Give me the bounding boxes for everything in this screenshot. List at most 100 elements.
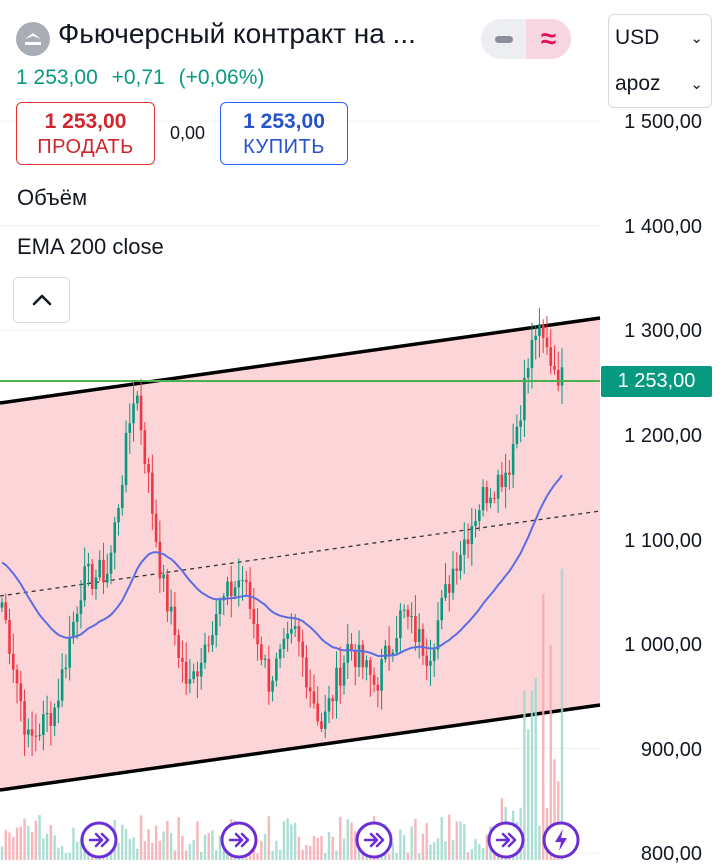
candle-body	[402, 609, 406, 611]
symbol-logo-icon	[16, 22, 50, 56]
volume-bar	[79, 838, 83, 860]
volume-bar	[139, 815, 143, 860]
candle-body	[124, 432, 128, 485]
volume-bar	[215, 850, 218, 860]
volume-bar	[297, 836, 301, 860]
volume-bar	[169, 832, 173, 860]
candle-body	[320, 721, 323, 729]
event-marker[interactable]	[355, 821, 393, 859]
volume-bar	[196, 821, 199, 860]
axis-label-1400: 1 400,00	[624, 216, 702, 238]
candle-body	[361, 644, 365, 668]
candle-body	[440, 597, 444, 621]
volume-bar	[354, 831, 357, 860]
candle-body	[244, 579, 248, 583]
currency-select[interactable]: USD ⌄	[609, 15, 711, 61]
volume-bar	[316, 838, 319, 860]
volume-bar	[8, 832, 11, 860]
candle-body	[226, 581, 229, 597]
candle-body	[147, 463, 150, 473]
sell-button[interactable]: 1 253,00 ПРОДАТЬ	[16, 102, 155, 165]
volume-indicator-label[interactable]: Объём	[17, 185, 88, 210]
candle-body	[342, 662, 346, 686]
candle-body	[260, 644, 263, 660]
volume-bar	[34, 820, 38, 860]
volume-bar	[60, 845, 64, 860]
event-marker[interactable]	[487, 821, 525, 859]
volume-bar	[324, 852, 327, 860]
volume-bar	[124, 828, 128, 860]
candle-body	[417, 629, 421, 643]
candle-body	[481, 487, 485, 511]
axis-label-800: 800,00	[640, 843, 702, 865]
candle-body	[436, 620, 440, 650]
volume-bar	[211, 830, 214, 860]
candle-body	[120, 484, 124, 509]
candle-body	[75, 614, 79, 622]
candle-body	[143, 430, 147, 464]
price-change: +0,71	[111, 66, 165, 89]
sell-price: 1 253,00	[44, 110, 127, 133]
event-marker[interactable]	[80, 821, 118, 859]
volume-bar	[542, 594, 545, 860]
candle-body	[523, 377, 526, 421]
candle-body	[526, 368, 530, 378]
volume-bars	[0, 568, 564, 860]
candle-body	[447, 584, 451, 593]
volume-bar	[143, 841, 147, 860]
candle-body	[30, 729, 34, 736]
chevron-up-icon	[32, 294, 51, 306]
candle-body	[113, 522, 117, 553]
forward-icon	[220, 821, 258, 859]
candle-body	[432, 649, 436, 662]
volume-bar	[429, 844, 432, 860]
candle-body	[218, 600, 222, 615]
approx-toggle-button[interactable]: ≈	[526, 19, 571, 59]
volume-bar	[339, 816, 342, 860]
candle-body	[290, 629, 293, 634]
volume-bar	[147, 829, 150, 860]
volume-bar	[553, 759, 556, 860]
chart-mode-toggle: ≈	[481, 19, 571, 59]
candle-body	[387, 645, 391, 656]
candle-body	[15, 669, 19, 684]
candle-body	[181, 657, 184, 662]
account-select[interactable]: apoz ⌄	[609, 61, 711, 107]
symbol-title[interactable]: Фьючерсный контракт на ...	[58, 18, 416, 49]
last-price: 1 253,00	[16, 66, 98, 89]
buy-button[interactable]: 1 253,00 КУПИТЬ	[220, 102, 348, 165]
candle-body	[530, 339, 534, 369]
volume-bar	[470, 849, 473, 860]
candle-body	[27, 729, 30, 735]
candle-body	[444, 584, 447, 598]
volume-bar	[433, 842, 436, 860]
candle-body	[541, 324, 545, 338]
chevron-down-icon: ⌄	[690, 30, 703, 47]
volume-bar	[342, 838, 346, 860]
event-marker[interactable]	[220, 821, 258, 859]
candle-body	[429, 661, 432, 666]
volume-bar	[218, 835, 222, 860]
candle-body	[192, 671, 195, 680]
volume-bar	[49, 825, 53, 860]
current-price-tag: 1 253,00	[601, 366, 712, 397]
volume-bar	[162, 831, 165, 860]
ema-indicator-label[interactable]: EMA 200 close	[17, 234, 164, 259]
candle-body	[327, 698, 331, 712]
volume-bar	[308, 845, 312, 860]
candle-body	[384, 645, 387, 660]
volume-bar	[478, 843, 481, 860]
event-marker[interactable]	[542, 821, 580, 859]
candle-body	[297, 625, 301, 642]
candle-body	[64, 667, 68, 670]
candle-body	[305, 657, 308, 688]
candle-body	[369, 660, 372, 676]
spread-value: 0,00	[170, 123, 206, 143]
volume-bar	[549, 645, 552, 860]
candle-body	[462, 539, 466, 555]
minus-toggle-button[interactable]	[481, 19, 526, 59]
collapse-legend-button[interactable]	[13, 277, 70, 323]
candle-body	[109, 552, 113, 574]
candle-body	[511, 443, 515, 475]
